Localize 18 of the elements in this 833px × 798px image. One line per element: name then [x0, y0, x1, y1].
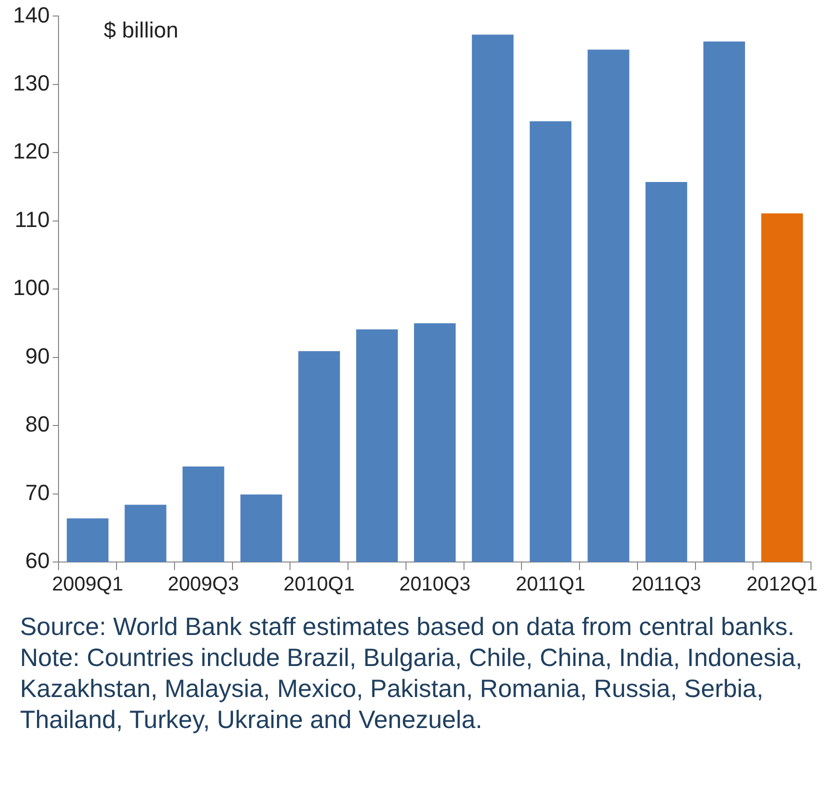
x-tick-label: 2011Q1 — [516, 574, 586, 596]
source-note: Source: World Bank staff estimates based on data from central banks. Note: Countries include Brazil, Bulgaria, Chile, China, India, Indonesia, Kazakhstan, Malaysia, Mexico, Pakistan, Romania, Russia, Serbia, Thailand, Turkey, Ukraine and Venezuela. — [20, 612, 804, 736]
y-axis-title: $ billion — [104, 17, 178, 42]
x-tick-label: 2009Q1 — [52, 574, 124, 596]
y-tick-label: 110 — [14, 206, 50, 232]
x-tick-label: 2011Q3 — [631, 574, 702, 596]
y-tick-label: 70 — [25, 480, 50, 505]
y-tick-label: 100 — [12, 275, 50, 300]
y-tick-label: 80 — [25, 412, 50, 437]
x-tick-label: 2010Q1 — [284, 574, 355, 596]
x-tick-label: 2009Q3 — [168, 574, 239, 596]
y-tick-label: 140 — [12, 2, 50, 28]
x-tick-label: 2012Q1 — [746, 574, 818, 596]
y-tick-label: 60 — [25, 548, 50, 574]
y-tick-label: 120 — [12, 138, 50, 164]
y-tick-label: 130 — [12, 70, 50, 96]
y-tick-label: 90 — [25, 343, 50, 368]
x-tick-label: 2010Q3 — [399, 574, 470, 596]
